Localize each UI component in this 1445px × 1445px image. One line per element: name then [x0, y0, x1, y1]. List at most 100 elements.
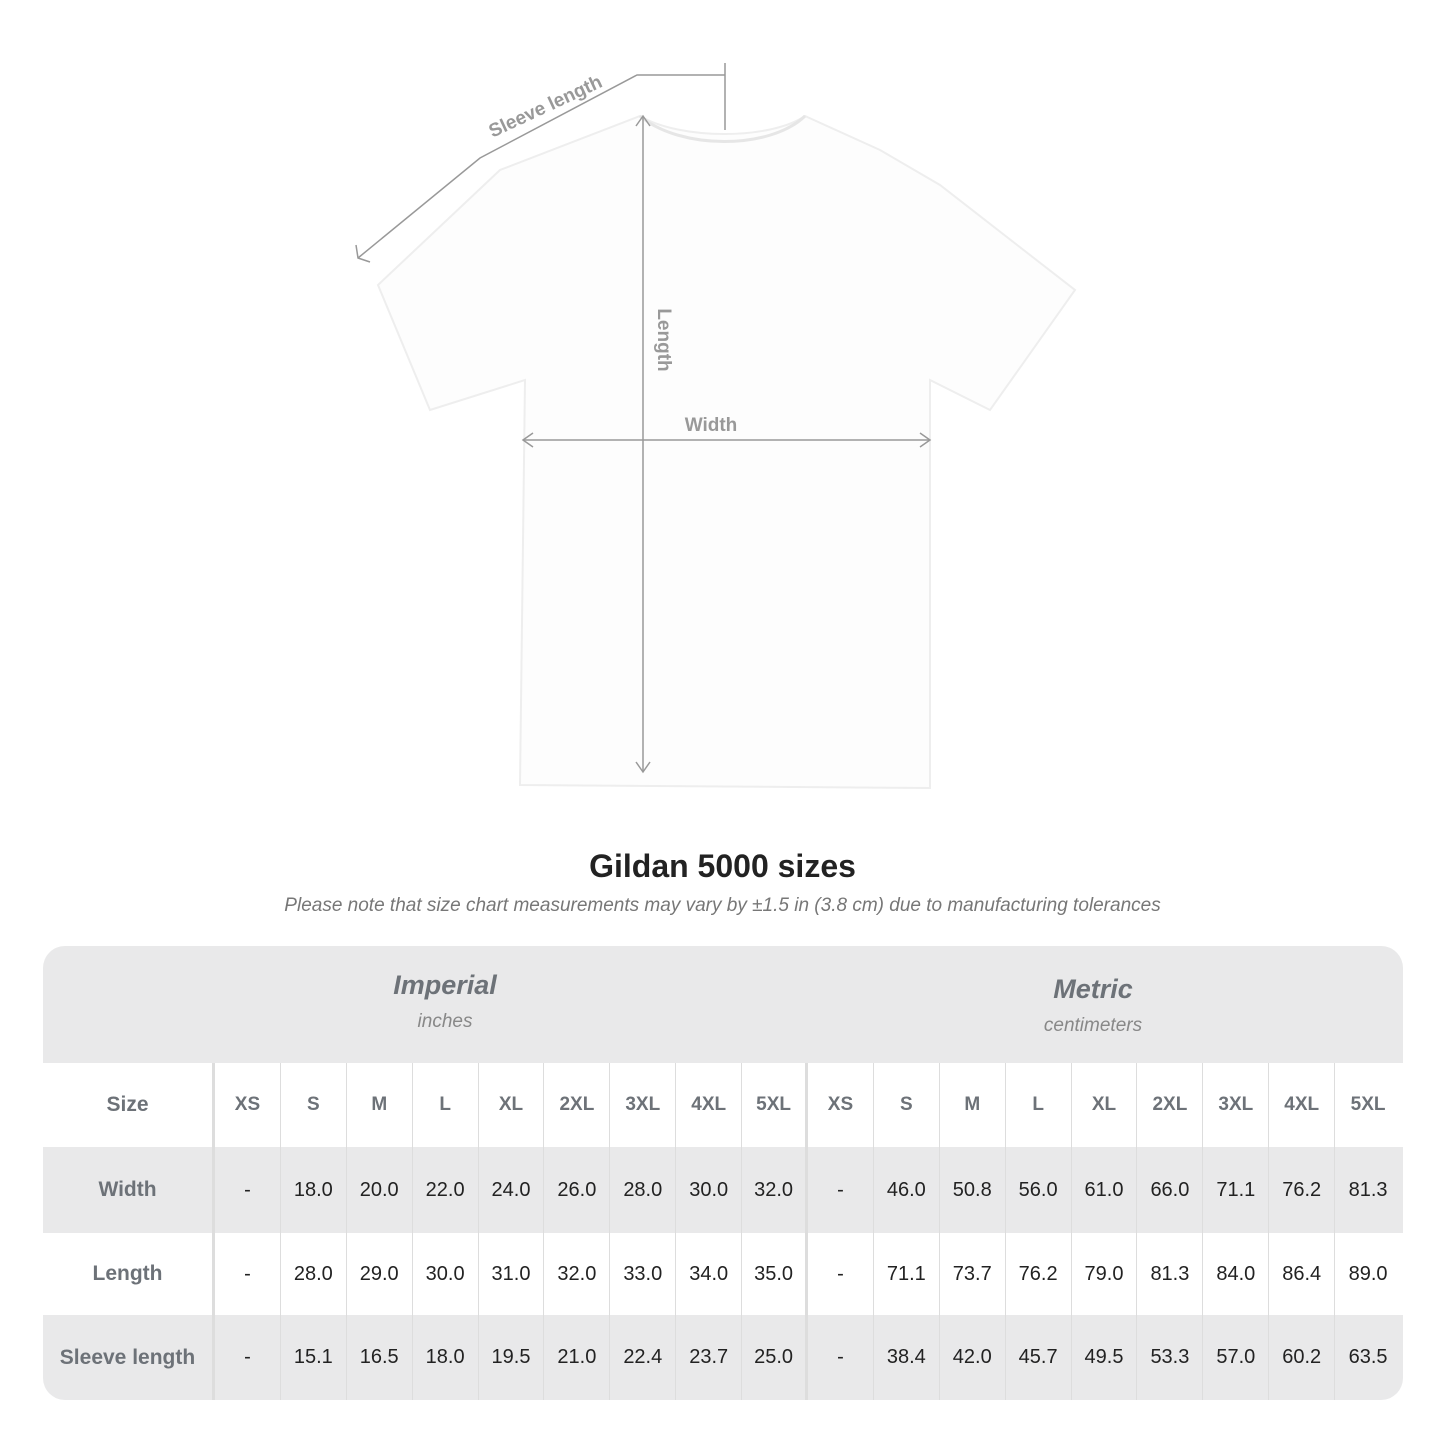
- width-label: Width: [685, 415, 738, 436]
- length-arrow-bottom: [635, 761, 651, 774]
- metric-value-cell: 53.3: [1137, 1315, 1204, 1400]
- size-header-cell: 5XL: [1350, 1094, 1386, 1115]
- metric-value-cell: 46.0: [874, 1147, 940, 1233]
- metric-value-cell: 76.2: [1269, 1147, 1336, 1233]
- size-header-cell: L: [413, 1063, 479, 1147]
- imperial-value-cell: 30.0: [413, 1233, 479, 1315]
- metric-value-cell: 71.1: [1203, 1147, 1270, 1233]
- metric-value-cell: 66.0: [1137, 1147, 1204, 1233]
- imperial-value-cell: 20.0: [347, 1147, 413, 1233]
- chart-title: Gildan 5000 sizes: [589, 848, 856, 884]
- size-header-cell: 3XL: [610, 1063, 677, 1147]
- row-label: Length: [43, 1233, 215, 1315]
- size-header-cell: 3XL: [1203, 1063, 1270, 1147]
- width-arrow-right: [919, 432, 932, 448]
- metric-value-cell: 61.0: [1072, 1147, 1138, 1233]
- metric-value-cell: 79.0: [1072, 1233, 1138, 1315]
- size-header-cell: XL: [1072, 1063, 1138, 1147]
- metric-value-cell: 49.5: [1072, 1315, 1138, 1400]
- sleeve-length-label: Sleeve length: [486, 72, 606, 143]
- metric-title: Metric: [1053, 974, 1133, 1004]
- imperial-value-cell: 29.0: [347, 1233, 413, 1315]
- imperial-value-cell: 35.0: [742, 1233, 809, 1315]
- size-header-cell: 5XL: [742, 1063, 809, 1147]
- size-header-cell: 4XL: [1269, 1063, 1336, 1147]
- imperial-value-cell: 28.0: [610, 1147, 677, 1233]
- metric-value-cell: 84.0: [1203, 1233, 1270, 1315]
- imperial-value-cell: -: [215, 1147, 281, 1233]
- tshirt-shape: [376, 114, 1077, 790]
- imperial-value-cell: -: [215, 1315, 281, 1400]
- metric-value-cell: -: [808, 1147, 874, 1233]
- table-row: Sleeve length -15.1 16.5 18.0 19.5 21.0 22.4 23…: [43, 1315, 1403, 1400]
- metric-value-cell: 81.3: [1348, 1178, 1388, 1201]
- imperial-value-cell: 31.0: [479, 1233, 545, 1315]
- imperial-value-cell: 19.5: [479, 1315, 545, 1400]
- metric-header: Metric centimeters: [863, 974, 1323, 1037]
- imperial-value-cell: 33.0: [610, 1233, 677, 1315]
- metric-value-cell: 38.4: [874, 1315, 940, 1400]
- length-arrow-top: [635, 114, 651, 127]
- metric-value-cell: 63.5: [1348, 1346, 1388, 1368]
- sleeve-arrow: [355, 244, 371, 263]
- metric-value-cell: 60.2: [1269, 1315, 1336, 1400]
- size-header-cell: S: [281, 1063, 347, 1147]
- imperial-value-cell: 21.0: [544, 1315, 611, 1400]
- row-label: Size: [43, 1063, 215, 1147]
- size-header-cell: S: [874, 1063, 940, 1147]
- unit-header-band: [43, 946, 1403, 1063]
- metric-value-cell: 73.7: [940, 1233, 1006, 1315]
- imperial-value-cell: 32.0: [544, 1233, 611, 1315]
- imperial-value-cell: 24.0: [479, 1147, 545, 1233]
- imperial-value-cell: 16.5: [347, 1315, 413, 1400]
- metric-value-cell: 45.7: [1006, 1315, 1072, 1400]
- imperial-value-cell: 30.0: [676, 1147, 743, 1233]
- tshirt-diagram: Sleeve length Length Width: [355, 63, 1077, 790]
- size-header-cell: 4XL: [676, 1063, 743, 1147]
- metric-unit: centimeters: [1043, 1015, 1143, 1036]
- metric-value-cell: 81.3: [1137, 1233, 1204, 1315]
- size-header-cell: XS: [215, 1063, 281, 1147]
- imperial-value-cell: 22.0: [413, 1147, 479, 1233]
- sleeve-length-line: [357, 74, 725, 259]
- table-row: Length -28.0 29.0 30.0 31.0 32.0 33.0 34.0 35.0-…: [43, 1233, 1403, 1315]
- imperial-value-cell: 28.0: [281, 1233, 347, 1315]
- size-header-row: Size XS S M L XL 2XL 3XL 4XL 5XL XS S M L XL 2XL 3XL 4XL 5…: [43, 1063, 1403, 1147]
- imperial-value-cell: 34.0: [676, 1233, 743, 1315]
- tolerance-note: Please note that size chart measurements…: [284, 895, 1161, 916]
- size-header-cell: M: [940, 1063, 1006, 1147]
- collar: [639, 114, 807, 143]
- imperial-header: Imperial inches: [215, 970, 675, 1033]
- metric-value-cell: 42.0: [940, 1315, 1006, 1400]
- imperial-unit: inches: [417, 1011, 473, 1032]
- metric-value-cell: 56.0: [1006, 1147, 1072, 1233]
- length-label: Length: [653, 308, 674, 371]
- size-header-cell: L: [1006, 1063, 1072, 1147]
- metric-value-cell: -: [808, 1315, 874, 1400]
- imperial-value-cell: 23.7: [676, 1315, 743, 1400]
- metric-value-cell: 50.8: [940, 1147, 1006, 1233]
- imperial-value-cell: 18.0: [413, 1315, 479, 1400]
- size-header-cell: XL: [479, 1063, 545, 1147]
- imperial-value-cell: 22.4: [610, 1315, 677, 1400]
- imperial-value-cell: 25.0: [742, 1315, 809, 1400]
- size-header-cell: 2XL: [1137, 1063, 1204, 1147]
- table-row: Width -18.0 20.0 22.0 24.0 26.0 28.0 30.0 32.0-4…: [43, 1147, 1403, 1233]
- imperial-value-cell: 32.0: [742, 1147, 809, 1233]
- metric-value-cell: 89.0: [1348, 1262, 1388, 1285]
- size-header-cell: M: [347, 1063, 413, 1147]
- width-arrow-left: [521, 432, 534, 448]
- metric-value-cell: -: [808, 1233, 874, 1315]
- imperial-title: Imperial: [393, 970, 497, 1000]
- imperial-value-cell: -: [215, 1233, 281, 1315]
- size-header-cell: 2XL: [544, 1063, 611, 1147]
- metric-value-cell: 76.2: [1006, 1233, 1072, 1315]
- size-table: Imperial inches Metric centimeters Size X…: [43, 946, 1403, 1400]
- imperial-value-cell: 15.1: [281, 1315, 347, 1400]
- size-header-cell: XS: [808, 1063, 874, 1147]
- imperial-value-cell: 26.0: [544, 1147, 611, 1233]
- imperial-value-cell: 18.0: [281, 1147, 347, 1233]
- metric-value-cell: 57.0: [1203, 1315, 1270, 1400]
- row-label: Width: [43, 1147, 215, 1233]
- row-label: Sleeve length: [43, 1315, 215, 1400]
